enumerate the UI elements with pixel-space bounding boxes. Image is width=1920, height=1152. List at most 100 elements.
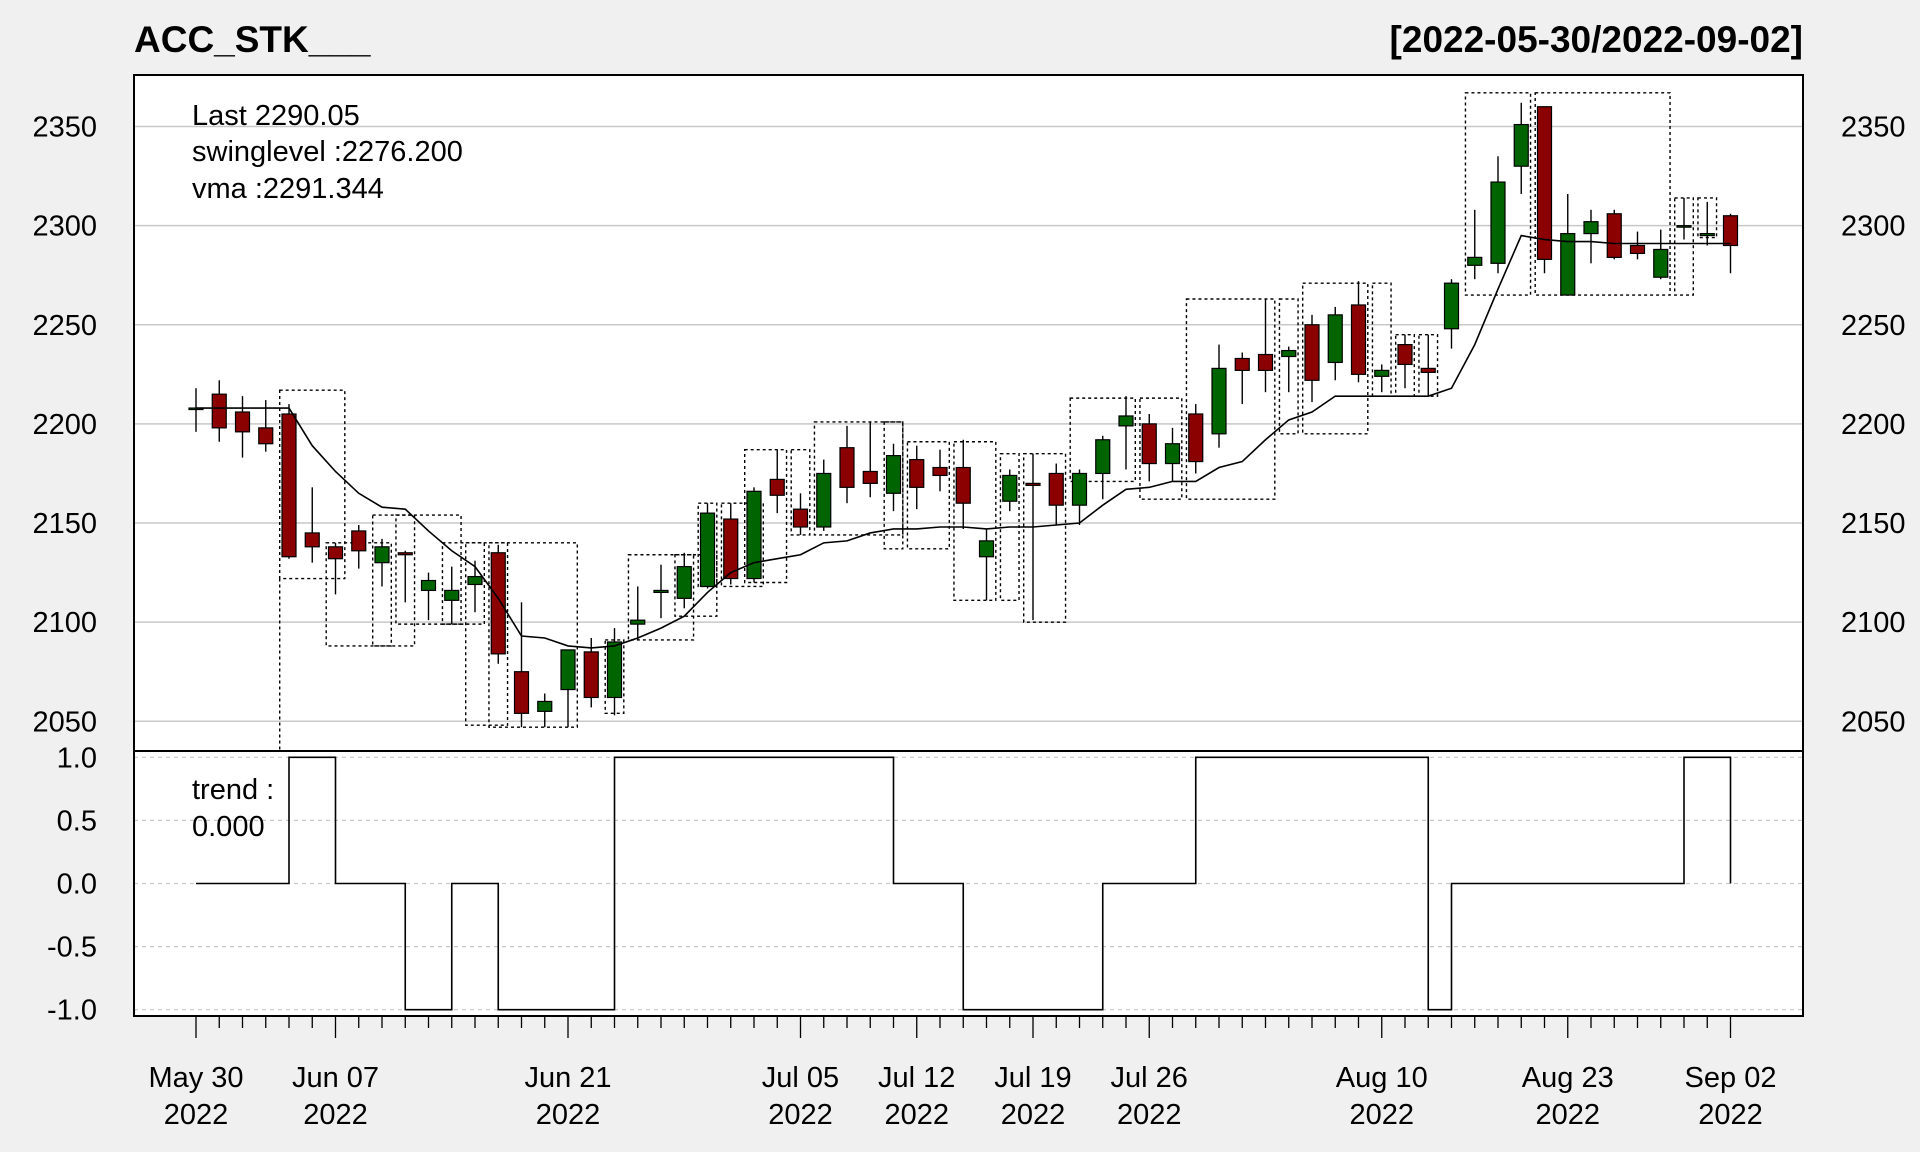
candle-body: [1071, 472, 1088, 506]
swing-box: [744, 448, 788, 584]
candle-body: [630, 619, 646, 625]
candle-body: [1374, 369, 1390, 377]
candle-body: [676, 566, 692, 599]
x-tick-label: Jul 05: [762, 1062, 839, 1094]
x-tick-label: Jul 12: [878, 1062, 955, 1094]
candle-body: [1699, 232, 1715, 237]
candle-body: [351, 530, 367, 552]
x-tick-label-year: 2022: [1349, 1099, 1414, 1131]
price-tick-label: 2200: [32, 409, 97, 441]
x-tick-label-year: 2022: [536, 1099, 601, 1131]
candle-body: [490, 552, 506, 655]
candle-body: [1257, 353, 1274, 371]
candle-body: [537, 700, 553, 712]
swing-box: [279, 389, 346, 580]
swing-box: [1185, 298, 1276, 500]
candle-body: [746, 490, 762, 580]
candle-body: [1141, 423, 1157, 465]
trend-tick-label: -1.0: [47, 995, 97, 1027]
candle-body: [1606, 213, 1622, 258]
candle-body: [1188, 413, 1204, 463]
swing-box: [953, 441, 997, 602]
candle-body: [1304, 324, 1320, 381]
candle-body: [513, 671, 530, 714]
x-tick-label: Jun 07: [292, 1062, 379, 1094]
swing-box: [1673, 197, 1694, 296]
swing-box: [1139, 397, 1183, 500]
price-panel: 2050 2100 2150 2200 2250 2300 2350 2050 2100 215…: [32, 75, 1906, 751]
candle-body: [374, 546, 390, 564]
price-tick-label: 2200: [1841, 409, 1906, 441]
swing-box: [1464, 92, 1532, 296]
candle-body: [444, 589, 460, 601]
swing-box: [1301, 282, 1369, 435]
candle-body: [234, 411, 251, 433]
candle-body: [1164, 443, 1181, 465]
trend-tick-label: 0.5: [57, 805, 97, 837]
price-tick-label: 2300: [32, 211, 97, 243]
candle-body: [955, 466, 971, 504]
trend-tick-label: 1.0: [57, 742, 97, 774]
candle-body: [281, 413, 297, 558]
price-y-ticks-left: 2050 2100 2150 2200 2250 2300 2350: [32, 112, 97, 739]
price-tick-label: 2350: [1841, 112, 1906, 144]
trend-panel: -1.0 -0.5 0.0 0.5 1.0 trend : 0.000: [47, 742, 1803, 1027]
x-tick-label: Sep 02: [1685, 1062, 1777, 1094]
price-tick-label: 2250: [1841, 310, 1906, 342]
price-tick-label: 2350: [32, 112, 97, 144]
legend-vma: vma :2291.344: [192, 173, 384, 205]
candle-body: [1513, 123, 1529, 167]
candle-body: [1467, 256, 1483, 266]
candle-body: [397, 552, 413, 556]
x-tick-label-year: 2022: [768, 1099, 833, 1131]
candle-body: [1397, 344, 1413, 366]
swing-box: [1278, 298, 1299, 435]
candle-body: [839, 447, 855, 488]
swing-box: [813, 421, 904, 536]
candle-body: [1420, 367, 1436, 373]
price-tick-label: 2150: [32, 508, 97, 540]
x-tick-label: Jun 21: [524, 1062, 611, 1094]
x-tick-label: Jul 26: [1111, 1062, 1188, 1094]
swing-box: [395, 514, 462, 625]
swing-box: [1023, 452, 1067, 623]
x-axis: May 30 2022 Jun 07 2022 Jun 21 2022 Jul 05 2022…: [148, 1015, 1777, 1131]
candle-body: [560, 649, 576, 691]
candle-body: [1048, 472, 1064, 506]
candle-body: [1443, 282, 1460, 330]
candle-body: [1327, 314, 1343, 364]
candle-body: [1281, 349, 1297, 358]
price-tick-label: 2100: [1841, 607, 1906, 639]
swing-box: [627, 554, 695, 641]
x-tick-label-year: 2022: [884, 1099, 949, 1131]
candle-body: [723, 518, 739, 580]
candle-body: [1350, 304, 1367, 375]
x-tick-label-year: 2022: [164, 1099, 229, 1131]
swing-box: [441, 542, 486, 625]
candle-body: [885, 455, 902, 494]
chart-title: ACC_STK___: [134, 19, 371, 60]
x-tick-label-year: 2022: [1001, 1099, 1066, 1131]
x-tick-label-year: 2022: [1698, 1099, 1763, 1131]
candle-body: [1095, 439, 1111, 475]
price-tick-label: 2100: [32, 607, 97, 639]
date-range-label: [2022-05-30/2022-09-02]: [1390, 19, 1803, 60]
candle-body: [1490, 181, 1506, 264]
candle-body: [769, 478, 785, 496]
candle-body: [862, 470, 878, 484]
candle-body: [211, 393, 227, 429]
candle-body: [606, 641, 623, 699]
trend-tick-label: 0.0: [57, 869, 97, 901]
swing-box: [790, 448, 811, 536]
x-tick-label-year: 2022: [303, 1099, 368, 1131]
candle-body: [978, 540, 995, 558]
trend-legend: trend : 0.000: [192, 774, 274, 843]
x-tick-label: Aug 10: [1336, 1062, 1428, 1094]
price-y-ticks-right: 2050 2100 2150 2200 2250 2300 2350: [1841, 112, 1906, 739]
candle-body: [1002, 474, 1018, 502]
trend-y-ticks: -1.0 -0.5 0.0 0.5 1.0: [47, 742, 97, 1026]
swing-box: [604, 639, 625, 715]
legend-last: Last 2290.05: [192, 100, 360, 132]
swing-box: [906, 441, 951, 550]
